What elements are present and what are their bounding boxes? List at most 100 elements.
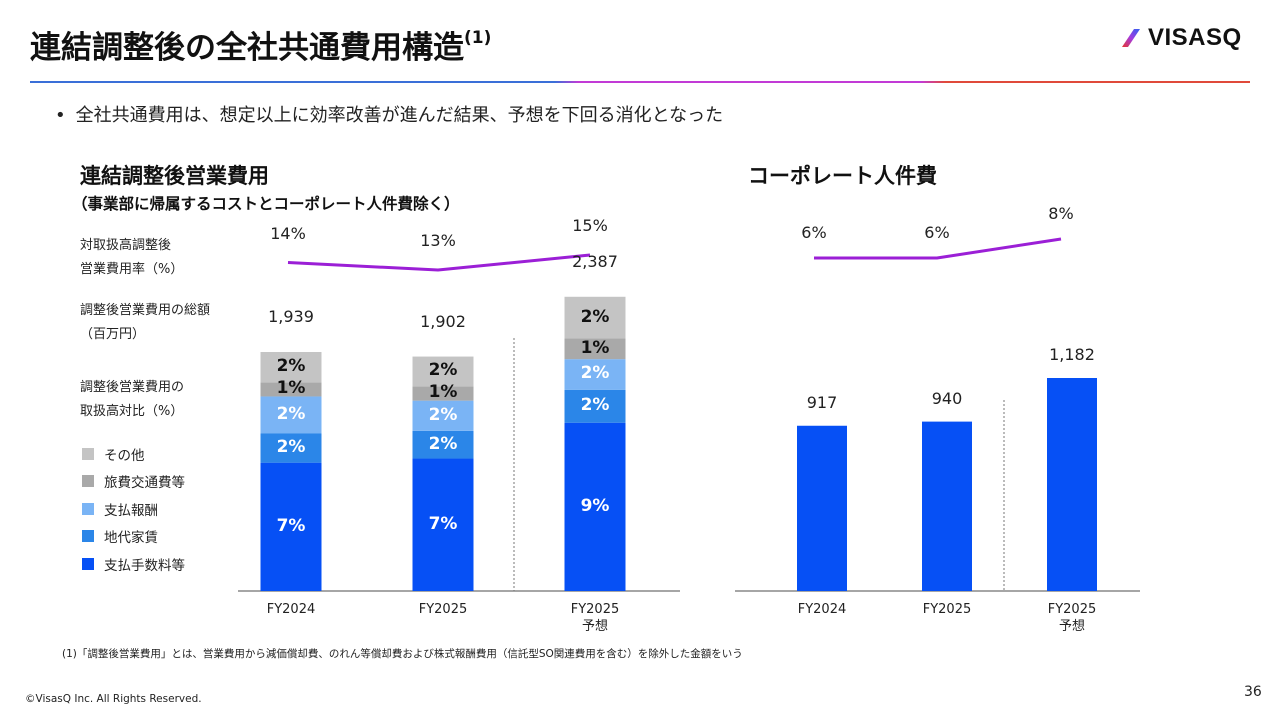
stacked-bar-segment-旅費交通費等 [564,338,626,360]
rate-line-label: 13% [420,231,456,250]
segment-label: 2% [276,356,306,377]
corporate-personnel-bar [797,425,847,591]
legend-swatch [82,447,94,460]
total-row-label: 調整後営業費用の総額 （百万円） [80,299,210,347]
segment-label: 7% [276,515,306,536]
legend-label: 旅費交通費等 [104,475,185,492]
legend-label: その他 [104,447,145,464]
rate-line-label: 14% [270,223,306,243]
left-chart-legend: その他旅費交通費等 支払報酬地代家賃支払手数料等 [82,440,185,578]
legend-item: 支払報酬 [82,495,185,523]
x-axis-label-line: FY2025 [1047,602,1097,617]
stacked-bar-segment-旅費交通費等 [412,386,474,401]
legend-swatch [82,475,94,488]
segment-label: 2% [428,433,458,454]
legend-item: 地代家賃 [82,523,185,551]
bar-value-label: 917 [806,392,838,412]
page-number: 36 [1244,684,1262,700]
right-chart-title: コーポレート人件費 [748,164,937,188]
stacked-bar-segment-支払手数料等 [564,422,626,591]
legend-swatch [82,502,94,515]
legend-item: その他 [82,440,185,468]
bullet-dot: • [55,105,66,126]
legend-label: 支払報酬 [104,502,158,519]
left-chart-subtitle: （事業部に帰属するコストとコーポレート人件費除く） [72,195,460,213]
footnote: (1)「調整後営業費用」とは、営業費用から減価償却費、のれん等償却費および株式報… [62,648,743,660]
bar-value-label: 1,182 [1049,345,1095,364]
segment-label: 2% [580,363,610,384]
x-axis-label-line: FY2025 [570,602,620,617]
copyright: ©VisasQ Inc. All Rights Reserved. [25,693,202,705]
x-axis-label: FY2024 [798,601,847,618]
segment-label: 2% [276,437,306,458]
ratio-row-label: 調整後営業費用の 取扱高対比（%） [80,376,184,424]
total-row-label-line2: （百万円） [80,327,146,342]
stacked-bar-segment-その他 [260,352,322,383]
x-axis-label-line: 予想 [581,619,609,634]
x-axis-label-line: FY2024 [797,602,847,617]
rate-row-label-line1: 対取扱高調整後 [80,238,172,253]
legend-swatch [82,530,94,543]
rate-row-label-line2: 営業費用率（%） [80,262,184,277]
segment-label: 2% [276,403,306,424]
legend-item: 支払手数料等 [82,550,185,578]
corporate-personnel-bar [922,421,972,591]
header-divider [30,81,1250,83]
stacked-bar-segment-支払報酬 [564,359,626,390]
rate-line-label: 6% [924,223,950,242]
ratio-row-label-line1: 調整後営業費用の [80,380,185,395]
total-row-label-line1: 調整後営業費用の総額 [80,303,211,318]
legend-label: 地代家賃 [104,530,158,547]
stacked-bar-segment-地代家賃 [412,430,474,459]
x-axis-label: FY2025 予想 [571,601,620,635]
stacked-bar-segment-支払手数料等 [412,458,474,591]
logo-slash-icon [1122,29,1140,47]
stacked-bar-segment-地代家賃 [564,389,626,423]
left-rate-line [287,253,591,272]
page-title-text: 連結調整後の全社共通費用構造 [30,30,464,66]
page-title: 連結調整後の全社共通費用構造(1) [30,22,491,67]
legend-swatch [82,557,94,570]
segment-label: 9% [580,495,610,516]
stacked-bar-segment-その他 [412,356,474,387]
legend-label: 支払手数料等 [104,557,185,574]
segment-label: 7% [428,513,458,534]
x-axis-label: FY2025 [923,601,972,618]
stacked-bar-segment-支払報酬 [260,396,322,434]
corporate-personnel-bar [1047,378,1097,591]
stacked-bar-segment-旅費交通費等 [260,382,322,397]
rate-row-label: 対取扱高調整後 営業費用率（%） [80,234,183,282]
stacked-bar-segment-その他 [564,296,626,339]
stacked-bar-segment-支払手数料等 [260,462,322,591]
summary-bullet-text: 全社共通費用は、想定以上に効率改善が進んだ結果、予想を下回る消化となった [75,105,724,126]
x-axis-label: FY2024 [267,601,316,618]
stacked-bar-segment-支払報酬 [412,400,474,431]
x-axis-label-line: FY2025 [922,602,972,617]
bar-value-label: 940 [931,388,963,408]
segment-label: 2% [428,404,458,425]
segment-label: 1% [580,337,610,358]
title-footnote-marker: (1) [464,27,492,48]
segment-label: 1% [428,382,458,403]
segment-label: 2% [428,360,458,381]
bar-total-label: 1,902 [420,311,466,331]
x-axis-label: FY2025 [419,601,468,618]
x-axis-label: FY2025 予想 [1048,601,1097,635]
segment-label: 2% [580,395,610,416]
x-axis-label-line: 予想 [1058,619,1086,634]
visasq-logo: VISASQ [1120,24,1242,52]
logo-text: VISASQ [1148,24,1242,51]
legend-item: 旅費交通費等 [82,468,185,496]
segment-label: 2% [580,306,610,327]
rate-line-label: 6% [801,223,827,242]
rate-line-label: 8% [1048,204,1074,223]
summary-bullet: • 全社共通費用は、想定以上に効率改善が進んだ結果、予想を下回る消化となった [55,101,723,127]
bar-total-label: 2,387 [572,251,618,271]
stacked-bar-segment-地代家賃 [260,433,322,463]
x-axis-label-line: FY2024 [266,602,316,617]
ratio-row-label-line2: 取扱高対比（%） [80,404,184,419]
bar-total-label: 1,939 [268,307,314,326]
rate-line-label: 15% [572,216,608,235]
right-rate-line [814,237,1062,260]
